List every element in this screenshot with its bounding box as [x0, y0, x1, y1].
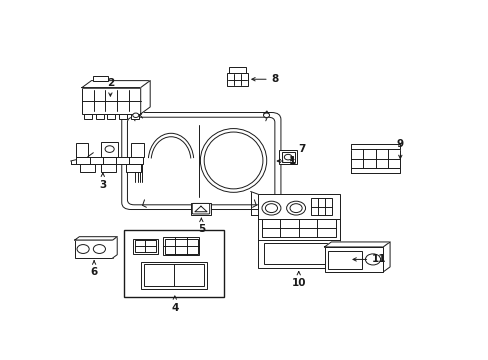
Bar: [327, 251, 362, 269]
Polygon shape: [383, 242, 389, 272]
Bar: [191, 203, 210, 215]
Text: 4: 4: [171, 296, 178, 313]
Bar: [350, 149, 400, 168]
Bar: [165, 239, 197, 254]
Bar: [324, 247, 383, 272]
Bar: [163, 237, 199, 255]
Polygon shape: [350, 144, 400, 149]
Bar: [229, 67, 245, 73]
Circle shape: [132, 113, 139, 117]
Text: 3: 3: [99, 173, 106, 190]
Bar: [258, 194, 339, 268]
FancyBboxPatch shape: [192, 203, 209, 214]
Polygon shape: [141, 81, 150, 114]
Circle shape: [77, 244, 89, 253]
Bar: [76, 157, 142, 164]
Polygon shape: [75, 237, 117, 240]
Ellipse shape: [200, 129, 266, 192]
Circle shape: [93, 244, 105, 253]
Bar: [107, 114, 115, 120]
Polygon shape: [112, 237, 117, 258]
Circle shape: [105, 146, 114, 152]
Circle shape: [286, 201, 305, 215]
FancyBboxPatch shape: [127, 117, 274, 205]
Polygon shape: [350, 168, 400, 174]
Bar: [141, 262, 206, 288]
Bar: [281, 152, 294, 162]
Bar: [96, 114, 103, 120]
Bar: [131, 114, 139, 120]
FancyBboxPatch shape: [122, 112, 280, 210]
Bar: [80, 164, 95, 172]
Bar: [264, 243, 333, 264]
Bar: [101, 164, 116, 172]
Circle shape: [265, 204, 277, 212]
Bar: [119, 114, 127, 120]
Bar: [84, 114, 92, 120]
Circle shape: [365, 254, 380, 265]
Bar: [311, 198, 331, 215]
Text: 5: 5: [197, 218, 204, 234]
Bar: [125, 164, 141, 172]
Circle shape: [262, 201, 280, 215]
Bar: [143, 264, 203, 286]
Bar: [101, 141, 118, 157]
Bar: [123, 230, 224, 297]
Bar: [135, 240, 156, 252]
Text: 10: 10: [291, 271, 305, 288]
Bar: [279, 150, 297, 164]
Text: 2: 2: [106, 78, 114, 96]
Bar: [93, 76, 108, 81]
Circle shape: [263, 113, 269, 117]
Bar: [76, 143, 87, 157]
Circle shape: [284, 154, 291, 160]
Text: 1: 1: [277, 156, 295, 166]
Bar: [75, 240, 112, 258]
Text: 9: 9: [396, 139, 403, 158]
Text: 8: 8: [251, 74, 278, 84]
Bar: [131, 143, 144, 157]
Bar: [133, 239, 158, 254]
Bar: [82, 87, 141, 114]
Text: 6: 6: [90, 261, 98, 277]
Circle shape: [289, 204, 302, 212]
Polygon shape: [324, 242, 389, 247]
Bar: [226, 73, 247, 86]
Text: 7: 7: [290, 144, 305, 161]
Bar: [262, 219, 335, 237]
Polygon shape: [82, 81, 150, 87]
Text: 11: 11: [352, 255, 386, 264]
Ellipse shape: [204, 132, 263, 189]
